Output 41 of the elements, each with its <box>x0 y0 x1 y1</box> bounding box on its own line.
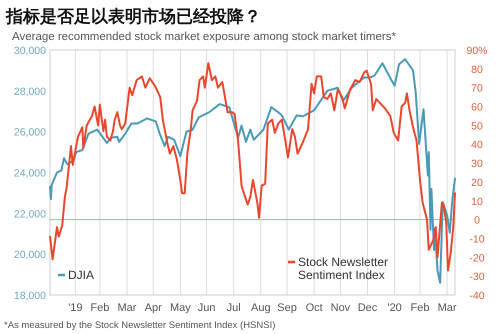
x-tick-label: Feb <box>90 302 110 314</box>
x-tick-label: Nov <box>330 302 351 314</box>
chart-title: 指标是否足以表明市场已经投降？ <box>5 7 261 26</box>
y-tick-label: 30,000 <box>14 45 46 57</box>
y2-tick-label: 0 <box>474 214 480 227</box>
x-tick-label: Sep <box>277 302 297 314</box>
y2-tick-label: 70 <box>471 82 483 95</box>
y-tick-label: 28,000 <box>14 86 46 98</box>
y2-tick-label: 30 <box>471 158 483 170</box>
x-tick-label: Feb <box>410 302 430 314</box>
y2-tick-label: -30 <box>469 271 485 284</box>
x-tick-label: '19 <box>68 302 83 314</box>
x-tick-label: Dec <box>358 302 378 314</box>
x-tick-label: Oct <box>306 302 323 314</box>
y-tick-label: 24,000 <box>14 168 46 180</box>
y-tick-label: 26,000 <box>14 126 46 139</box>
legend-label: DJIA <box>68 268 94 282</box>
y2-tick-label: -20 <box>469 252 485 264</box>
x-tick-label: May <box>170 302 192 314</box>
y2-tick-label: 50 <box>471 120 483 132</box>
y2-tick-label: -40 <box>469 290 485 302</box>
y2-tick-label: -10 <box>469 233 485 246</box>
y2-tick-label: 80 <box>471 64 483 76</box>
x-tick-label: Apr <box>144 302 162 314</box>
y2-tick-label: 10 <box>471 196 483 208</box>
y2-tick-label: 60 <box>471 102 483 114</box>
text: *As measured by the Stock Newsletter Sentiment Index (HSNSI) <box>4 320 276 331</box>
y-tick-label: 18,000 <box>14 290 46 302</box>
y2-tick-label: 20 <box>471 176 483 189</box>
y-tick-label: 20,000 <box>14 249 46 262</box>
y-tick-label: 22,000 <box>14 208 46 220</box>
x-tick-label: Mar <box>438 302 457 314</box>
x-tick-label: Aug <box>251 302 271 314</box>
x-tick-label: Mar <box>118 302 137 314</box>
y2-tick-label: 90% <box>466 45 488 57</box>
x-tick-label: Jul <box>226 302 241 314</box>
x-tick-label: Jun <box>198 302 216 314</box>
legend-label: Stock Newsletter Sentiment Index <box>298 255 388 282</box>
x-tick-label: '20 <box>387 302 402 314</box>
y2-tick-label: 40 <box>471 139 483 152</box>
chart-subtitle: Average recommended stock market exposure among stock market timers* <box>12 31 396 43</box>
